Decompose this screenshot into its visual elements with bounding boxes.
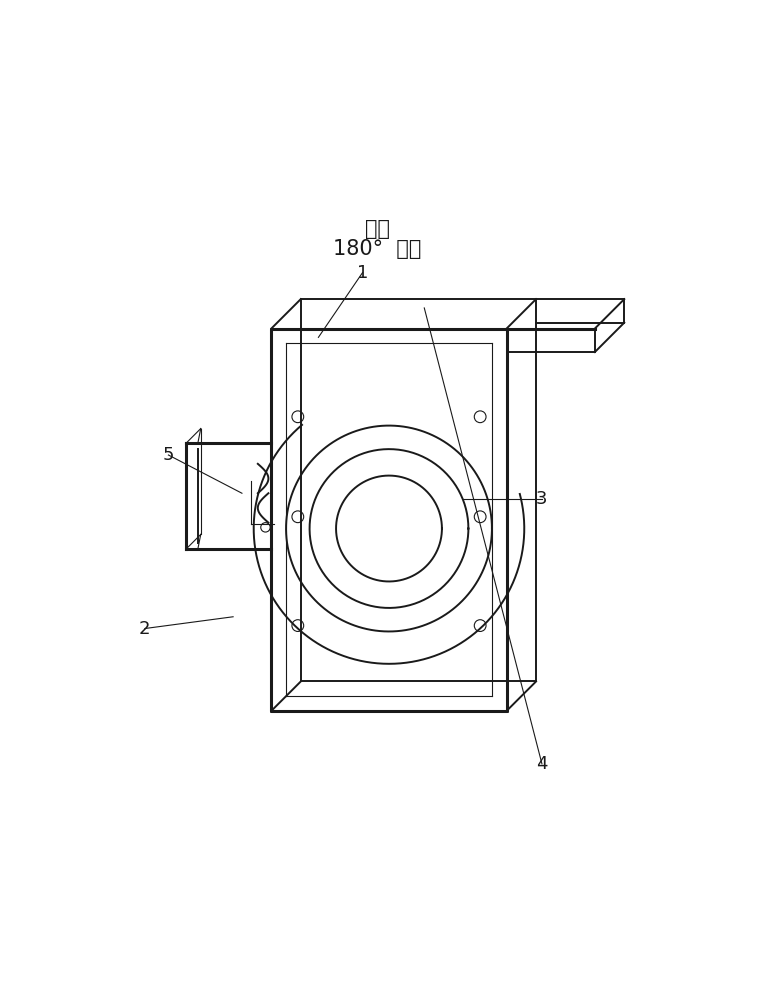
Text: 3: 3 (536, 490, 548, 508)
Text: 4: 4 (536, 755, 548, 773)
Text: 2: 2 (139, 620, 150, 638)
Text: 5: 5 (162, 446, 174, 464)
Text: 180°  旋轉: 180° 旋轉 (333, 239, 421, 259)
Text: 方向: 方向 (365, 219, 389, 239)
Text: 1: 1 (357, 264, 368, 282)
